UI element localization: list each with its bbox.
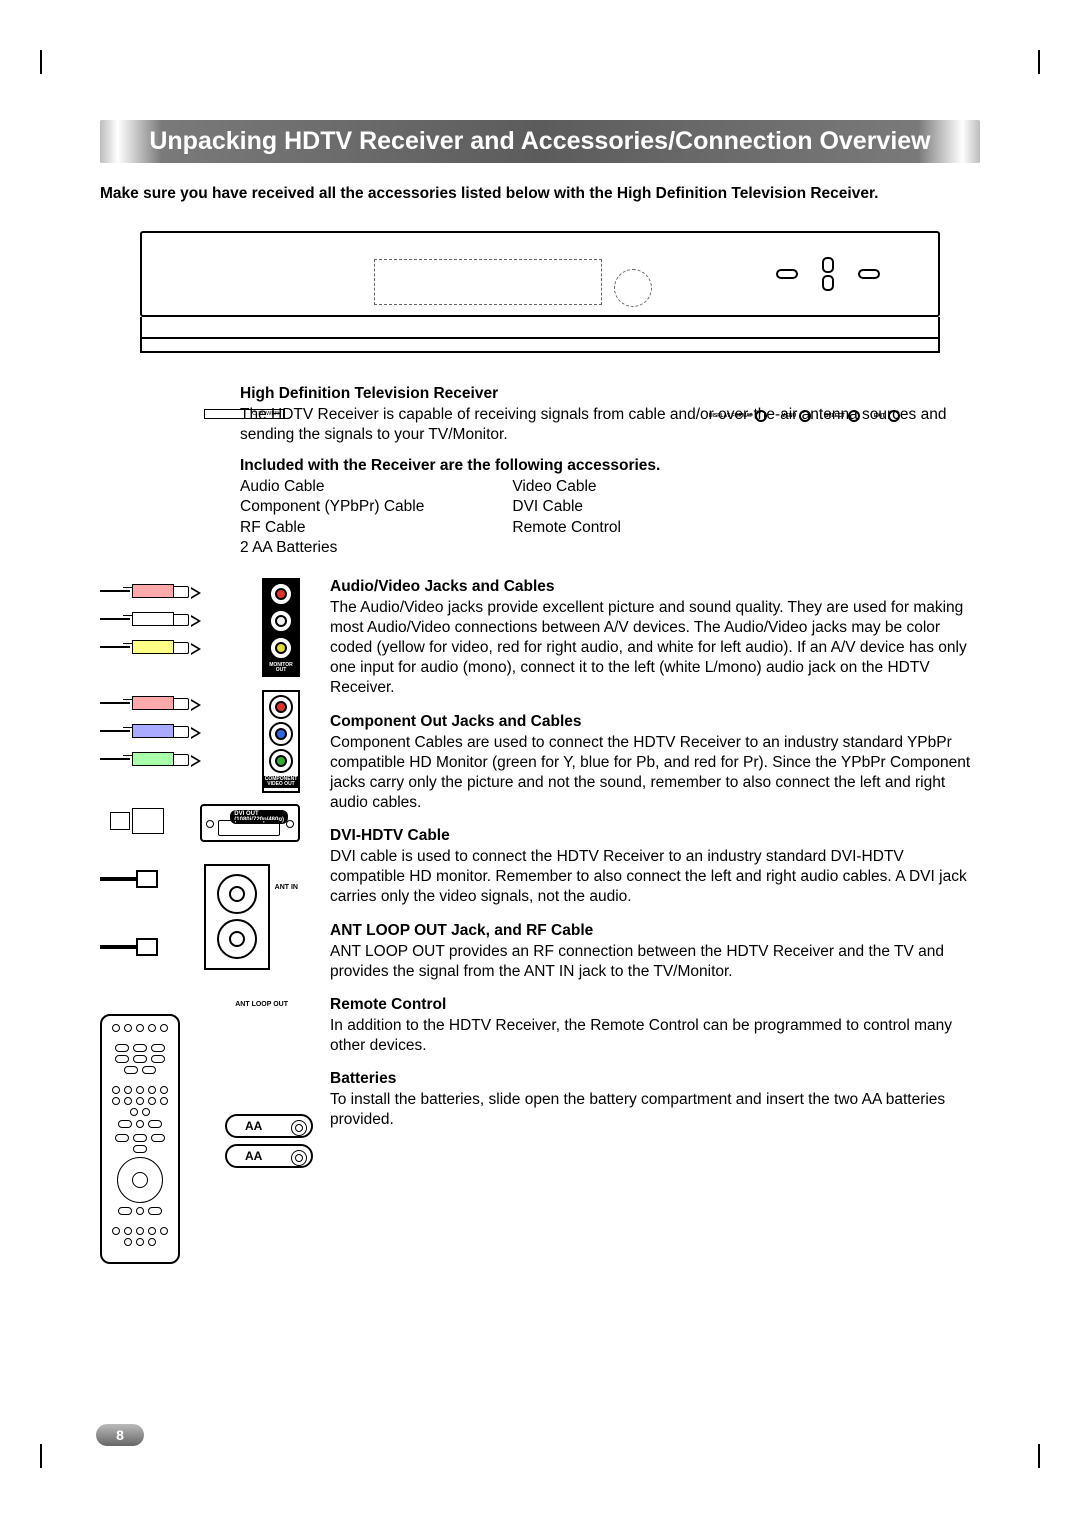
crop-mark <box>40 1444 64 1468</box>
rf-cable <box>100 870 160 888</box>
acc-item: RF Cable <box>240 518 424 538</box>
ant-loop-out-label: ANT LOOP OUT <box>235 1001 288 1008</box>
accessories-heading: Included with the Receiver are the follo… <box>240 457 980 475</box>
comp-heading: Component Out Jacks and Cables <box>330 713 980 731</box>
component-jack-panel: COMPONENT VIDEO OUT <box>262 690 300 793</box>
jacks-text: Audio/Video Jacks and Cables The Audio/V… <box>330 578 980 1274</box>
ant-body: ANT LOOP OUT provides an RF connection b… <box>330 942 980 982</box>
ant-loop-figure: ANT IN ANT LOOP OUT <box>100 864 300 994</box>
down-button <box>822 275 834 291</box>
up-button <box>822 257 834 273</box>
batt-body: To install the batteries, slide open the… <box>330 1090 980 1130</box>
aa-battery: AA <box>225 1114 313 1138</box>
menu-button <box>799 410 811 422</box>
receiver-heading: High Definition Television Receiver <box>240 385 980 403</box>
batteries-figure: AA AA <box>225 1114 319 1174</box>
remote-body: In addition to the HDTV Receiver, the Re… <box>330 1016 980 1056</box>
front-nav-buttons <box>776 257 880 291</box>
batt-heading: Batteries <box>330 1070 980 1088</box>
av-cable-figure: MONITOR OUT <box>100 578 300 670</box>
display-format-label: DISPLAY FORMAT <box>709 413 753 419</box>
ant-in-label: ANT IN <box>275 884 298 891</box>
nav-ring <box>117 1157 163 1203</box>
pill-button <box>776 269 798 279</box>
pill-button <box>858 269 880 279</box>
menu-label: MENU <box>781 413 796 419</box>
display-panel <box>374 259 602 305</box>
jacks-figures: MONITOR OUT COMPONENT VIDEO OUT <box>100 578 300 1274</box>
y-jack <box>269 749 293 773</box>
component-out-label: COMPONENT VIDEO OUT <box>263 776 300 788</box>
page-content: Unpacking HDTV Receiver and Accessories/… <box>100 120 980 1274</box>
page-title: Unpacking HDTV Receiver and Accessories/… <box>100 120 980 163</box>
acc-item: 2 AA Batteries <box>240 538 424 558</box>
exit-button <box>888 410 900 422</box>
accessories-block: Included with the Receiver are the follo… <box>240 457 980 558</box>
comp-body: Component Cables are used to connect the… <box>330 733 980 814</box>
jacks-section: MONITOR OUT COMPONENT VIDEO OUT <box>100 578 980 1274</box>
front-button-row: DISPLAY FORMAT MENU SELECT EXIT <box>709 410 900 422</box>
intro-text: Make sure you have received all the acce… <box>100 185 980 203</box>
pb-jack <box>269 722 293 746</box>
crop-mark <box>1016 50 1040 74</box>
acc-item: Remote Control <box>512 518 621 538</box>
display-format-button <box>755 410 767 422</box>
monitor-out-label: MONITOR OUT <box>266 663 296 673</box>
ant-in-jack <box>217 874 257 914</box>
dvi-plug <box>100 808 164 834</box>
ant-loop-out-jack <box>217 919 257 959</box>
aa-battery: AA <box>225 1144 313 1168</box>
accessories-col2: Video Cable DVI Cable Remote Control <box>512 477 621 558</box>
video-jack <box>269 636 293 660</box>
acc-item: DVI Cable <box>512 497 621 517</box>
power-button-label: ⏻ POWER <box>204 409 284 419</box>
audio-right-jack <box>269 582 293 606</box>
accessories-col1: Audio Cable Component (YPbPr) Cable RF C… <box>240 477 424 558</box>
exit-label: EXIT <box>874 413 885 419</box>
ant-panel <box>204 864 270 970</box>
rf-cable <box>100 938 160 956</box>
acc-item: Audio Cable <box>240 477 424 497</box>
acc-item: Video Cable <box>512 477 621 497</box>
select-label: SELECT <box>825 413 845 419</box>
av-jack-panel: MONITOR OUT <box>262 578 300 677</box>
remote-control <box>100 1014 180 1264</box>
av-heading: Audio/Video Jacks and Cables <box>330 578 980 596</box>
remote-heading: Remote Control <box>330 996 980 1014</box>
remote-figure: AA AA <box>100 1014 300 1274</box>
select-button <box>848 410 860 422</box>
receiver-figure: ⏻ POWER DISPLAY FORMAT MENU SELECT EXIT <box>140 231 940 359</box>
page-number: 8 <box>96 1424 144 1446</box>
audio-left-jack <box>269 609 293 633</box>
crop-mark <box>1016 1444 1040 1468</box>
component-cable-figure: COMPONENT VIDEO OUT <box>100 690 300 782</box>
dvi-cable-figure: DVI OUT(1080i/720p/480p) <box>100 802 300 844</box>
dvi-body: DVI cable is used to connect the HDTV Re… <box>330 847 980 907</box>
dvi-heading: DVI-HDTV Cable <box>330 827 980 845</box>
crop-mark <box>40 50 64 74</box>
acc-item: Component (YPbPr) Cable <box>240 497 424 517</box>
ir-sensor <box>614 269 652 307</box>
ant-heading: ANT LOOP OUT Jack, and RF Cable <box>330 922 980 940</box>
pr-jack <box>269 695 293 719</box>
dvi-connector: DVI OUT(1080i/720p/480p) <box>200 804 300 842</box>
av-body: The Audio/Video jacks provide excellent … <box>330 598 980 699</box>
